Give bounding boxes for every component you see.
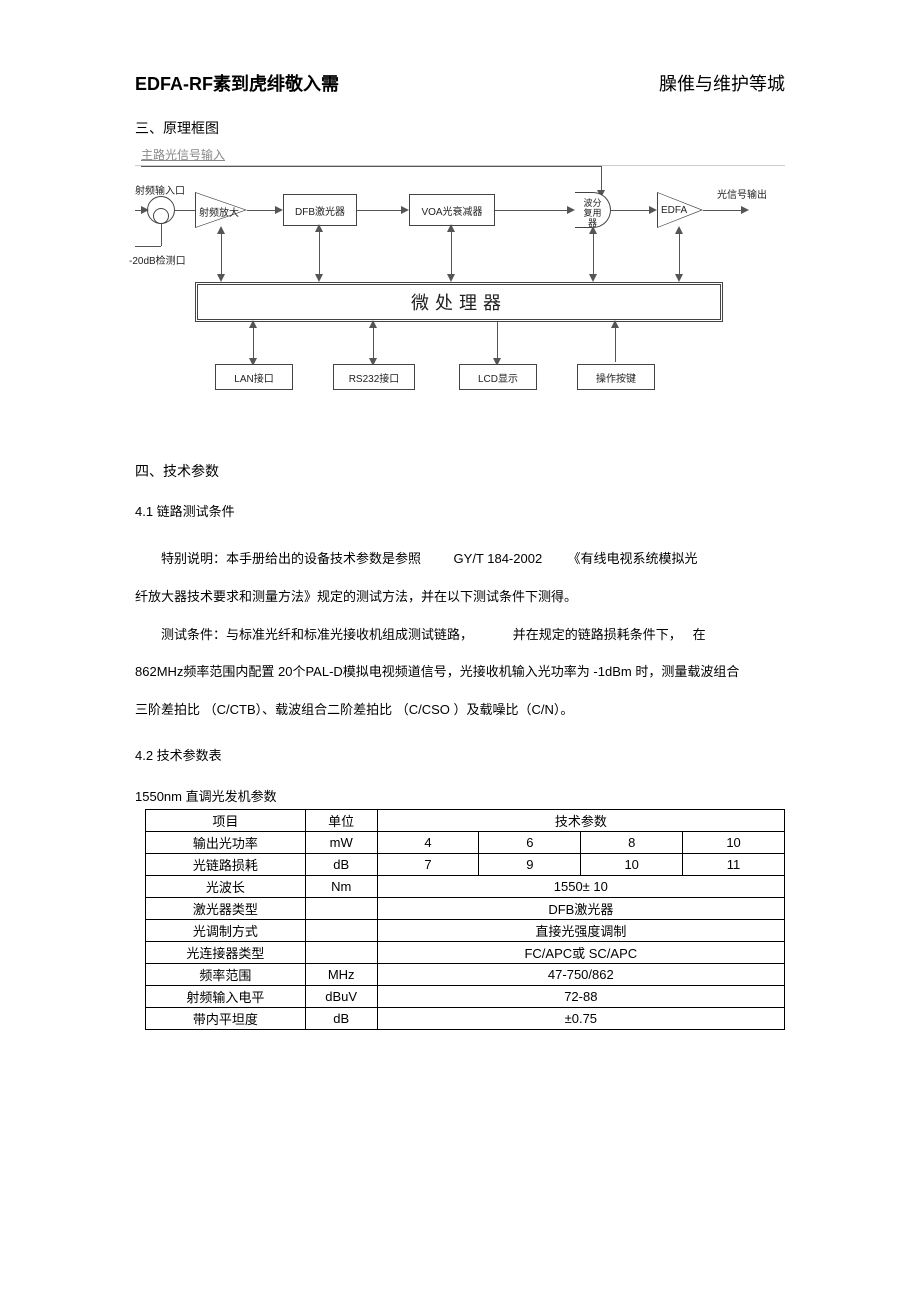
lan-box: LAN接口 xyxy=(215,364,293,390)
cell-unit: dBuV xyxy=(305,985,377,1007)
dfb-box: DFB激光器 xyxy=(283,194,357,226)
cell-item: 光链路损耗 xyxy=(146,853,306,875)
cell: 8 xyxy=(581,831,683,853)
processor-label: 微处理器 xyxy=(411,289,507,315)
keys-label: 操作按键 xyxy=(596,370,636,385)
section42-title: 4.2 技术参数表 xyxy=(135,745,785,764)
cell-item: 输出光功率 xyxy=(146,831,306,853)
block-diagram: 射频输入口 -20dB检测口 射频放大 DFB激光器 VOA光衰减器 波分 复用… xyxy=(135,165,785,425)
cell: 47-750/862 xyxy=(377,963,784,985)
table-row: 光调制方式 直接光强度调制 xyxy=(146,919,785,941)
para-4: 862MHz频率范围内配置 20个PAL-D模拟电视频道信号，光接收机输入光功率… xyxy=(135,655,785,689)
cell-item: 射频输入电平 xyxy=(146,985,306,1007)
section41-title: 4.1 链路测试条件 xyxy=(135,501,785,520)
voa-box: VOA光衰减器 xyxy=(409,194,495,226)
wdm-box: 波分 复用 器 xyxy=(575,192,611,228)
para-1: 特别说明：本手册给出的设备技术参数是参照 GY/T 184-2002 《有线电视… xyxy=(135,542,785,576)
cell-item: 光调制方式 xyxy=(146,919,306,941)
lan-label: LAN接口 xyxy=(234,370,273,385)
table-header-row: 项目 单位 技术参数 xyxy=(146,809,785,831)
para-2: 纤放大器技术要求和测量方法》规定的测试方法，并在以下测试条件下测得。 xyxy=(135,580,785,614)
table-row: 带内平坦度 dB ±0.75 xyxy=(146,1007,785,1029)
rf-in-label: 射频输入口 xyxy=(135,182,185,197)
cell-item: 光波长 xyxy=(146,875,306,897)
cell: 11 xyxy=(683,853,785,875)
cell: 直接光强度调制 xyxy=(377,919,784,941)
table-row: 射频输入电平 dBuV 72-88 xyxy=(146,985,785,1007)
rs232-label: RS232接口 xyxy=(349,370,400,385)
p3a: 测试条件：与标准光纤和标准光接收机组成测试链路， xyxy=(161,627,473,642)
table-row: 频率范围 MHz 47-750/862 xyxy=(146,963,785,985)
cell: FC/APC或 SC/APC xyxy=(377,941,784,963)
diagram-top-label: 主路光信号输入 xyxy=(141,146,785,163)
cell: 10 xyxy=(581,853,683,875)
para-5: 三阶差拍比 （C/CTB）、载波组合二阶差拍比 （C/CSO ）及载噪比（C/N… xyxy=(135,693,785,727)
cell-unit xyxy=(305,897,377,919)
lcd-box: LCD显示 xyxy=(459,364,537,390)
edfa-label: EDFA xyxy=(661,205,687,216)
cell: 6 xyxy=(479,831,581,853)
cell-item: 光连接器类型 xyxy=(146,941,306,963)
th-spec: 技术参数 xyxy=(377,809,784,831)
p3c: 在 xyxy=(693,627,706,642)
cell-unit: dB xyxy=(305,853,377,875)
table-row: 光链路损耗 dB 7 9 10 11 xyxy=(146,853,785,875)
lcd-label: LCD显示 xyxy=(478,370,518,385)
cell: DFB激光器 xyxy=(377,897,784,919)
keys-box: 操作按键 xyxy=(577,364,655,390)
header-right: 臊倠与维护等城 xyxy=(659,70,785,96)
table-row: 光波长 Nm 1550± 10 xyxy=(146,875,785,897)
dfb-label: DFB激光器 xyxy=(295,203,345,218)
p1c: 《有线电视系统模拟光 xyxy=(567,551,697,566)
th-item: 项目 xyxy=(146,809,306,831)
th-unit: 单位 xyxy=(305,809,377,831)
p3b: 并在规定的链路损耗条件下， xyxy=(513,627,682,642)
cell-item: 带内平坦度 xyxy=(146,1007,306,1029)
cell-unit xyxy=(305,919,377,941)
cell-unit: mW xyxy=(305,831,377,853)
processor-box: 微处理器 xyxy=(195,282,723,322)
cell: 1550± 10 xyxy=(377,875,784,897)
cell-unit: dB xyxy=(305,1007,377,1029)
rf-coupler-inner-icon xyxy=(153,208,169,224)
cell-unit: Nm xyxy=(305,875,377,897)
page-header: EDFA-RF素到虎绯敬入需 臊倠与维护等城 xyxy=(135,70,785,96)
header-left: EDFA-RF素到虎绯敬入需 xyxy=(135,70,339,96)
cell: 7 xyxy=(377,853,479,875)
cell: 72-88 xyxy=(377,985,784,1007)
table-row: 激光器类型 DFB激光器 xyxy=(146,897,785,919)
table-row: 光连接器类型 FC/APC或 SC/APC xyxy=(146,941,785,963)
params-table: 项目 单位 技术参数 输出光功率 mW 4 6 8 10 光链路损耗 dB 7 … xyxy=(145,809,785,1030)
p1a: 特别说明：本手册给出的设备技术参数是参照 xyxy=(161,551,421,566)
cell: ±0.75 xyxy=(377,1007,784,1029)
detect-port-label: -20dB检测口 xyxy=(129,252,186,267)
para-3: 测试条件：与标准光纤和标准光接收机组成测试链路， 并在规定的链路损耗条件下， 在 xyxy=(135,618,785,652)
cell: 4 xyxy=(377,831,479,853)
cell-item: 激光器类型 xyxy=(146,897,306,919)
cell: 9 xyxy=(479,853,581,875)
section4-title: 四、技术参数 xyxy=(135,461,785,481)
cell-item: 频率范围 xyxy=(146,963,306,985)
cell: 10 xyxy=(683,831,785,853)
p1b: GY/T 184-2002 xyxy=(454,551,543,566)
table-row: 输出光功率 mW 4 6 8 10 xyxy=(146,831,785,853)
voa-label: VOA光衰减器 xyxy=(421,203,482,218)
cell-unit xyxy=(305,941,377,963)
section3-title: 三、原理框图 xyxy=(135,118,785,138)
rs232-box: RS232接口 xyxy=(333,364,415,390)
cell-unit: MHz xyxy=(305,963,377,985)
output-label: 光信号输出 xyxy=(717,186,767,201)
table-title: 1550nm 直调光发机参数 xyxy=(135,786,785,805)
rf-amp-label: 射频放大 xyxy=(199,204,239,219)
